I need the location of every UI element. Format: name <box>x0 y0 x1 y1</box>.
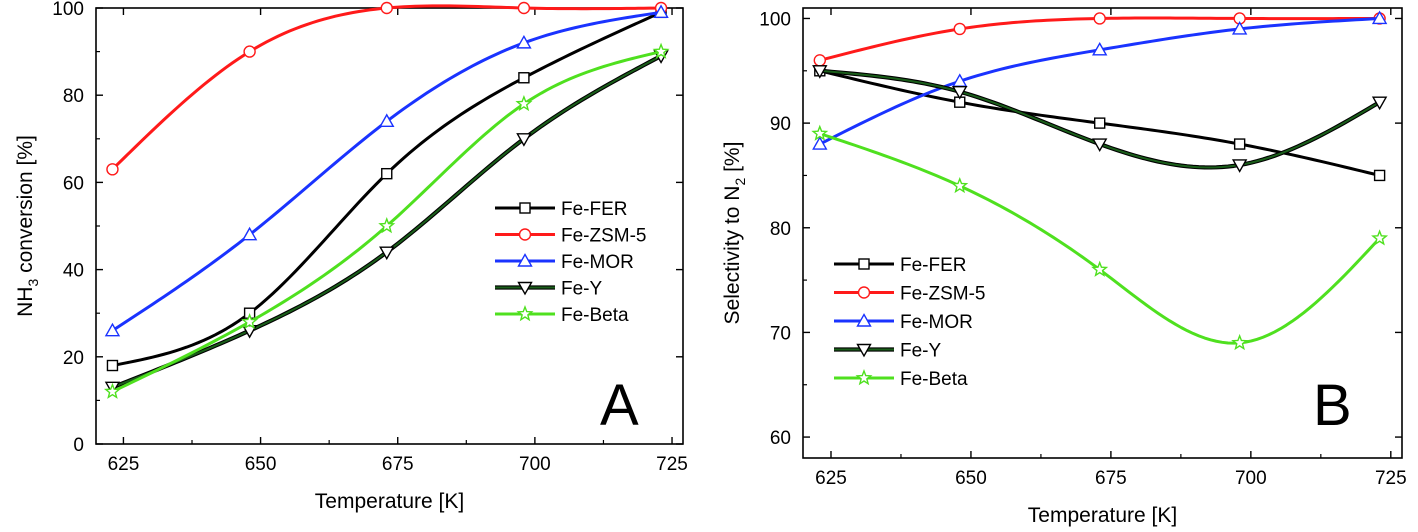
x-tick-label: 650 <box>245 454 277 475</box>
y-axis-title: NH3 conversion [%] <box>14 135 41 317</box>
legend-marker-fe-fer <box>858 258 870 270</box>
data-point-fe-beta <box>378 217 396 234</box>
data-point-fe-y <box>812 65 828 79</box>
y-axis-title-rest: [%] <box>721 142 744 178</box>
y-axis-title-main: Selectivity to N <box>721 186 744 325</box>
legend-label-fe-beta: Fe-Beta <box>900 369 968 390</box>
y-axis-title: Selectivity to N2 [%] <box>721 142 748 325</box>
data-point-fe-fer <box>1373 169 1386 182</box>
y-tick-label: 20 <box>63 348 84 369</box>
data-point-fe-beta <box>1371 229 1389 246</box>
legend-label-fe-zsm-5: Fe-ZSM-5 <box>561 226 647 247</box>
data-point-fe-mor <box>241 226 258 241</box>
y-tick-label: 70 <box>770 323 791 344</box>
data-point-fe-mor <box>653 4 669 19</box>
x-tick-label: 675 <box>382 454 414 475</box>
legend-marker-fe-mor <box>517 253 533 267</box>
y-axis-title-rest: conversion [%] <box>14 135 37 279</box>
legend-marker-fe-beta <box>855 369 873 386</box>
legend-marker-fe-y <box>517 281 533 296</box>
y-axis-title-sub: 3 <box>25 279 41 287</box>
x-tick-label: 700 <box>519 454 551 475</box>
data-point-fe-y <box>1371 96 1388 111</box>
data-point-fe-beta <box>951 176 969 194</box>
y-axis-title-main: NH <box>14 287 37 317</box>
data-point-fe-y <box>1231 159 1248 173</box>
data-point-fe-fer <box>1094 117 1106 129</box>
data-point-fe-y <box>379 246 395 261</box>
data-point-fe-mor <box>1371 10 1388 25</box>
data-point-fe-y <box>516 133 532 147</box>
data-point-fe-zsm-5 <box>953 22 966 36</box>
y-tick-label: 40 <box>63 261 84 282</box>
legend-marker-fe-zsm-5 <box>518 228 532 241</box>
legend-label-fe-beta: Fe-Beta <box>561 305 629 326</box>
legend-label-fe-mor: Fe-MOR <box>900 312 973 333</box>
data-point-fe-mor <box>516 34 532 49</box>
y-tick-label: 80 <box>63 86 84 107</box>
panel-label: B <box>1313 373 1352 438</box>
data-point-fe-zsm-5 <box>243 45 256 58</box>
x-tick-label: 625 <box>815 468 847 489</box>
data-point-fe-mor <box>812 136 828 150</box>
x-tick-label: 625 <box>108 454 140 475</box>
data-point-fe-beta <box>515 94 533 112</box>
legend-marker-fe-fer <box>519 202 531 214</box>
x-axis-title: Temperature [K] <box>1028 504 1177 527</box>
legend-label-fe-fer: Fe-FER <box>900 255 967 276</box>
legend-marker-fe-beta <box>516 305 534 322</box>
y-tick-label: 100 <box>52 0 84 20</box>
x-tick-label: 700 <box>1235 468 1267 489</box>
data-point-fe-zsm-5 <box>517 1 531 15</box>
x-tick-label: 675 <box>1095 468 1127 489</box>
data-point-fe-beta <box>652 42 670 59</box>
data-point-fe-zsm-5 <box>813 54 826 67</box>
y-tick-label: 100 <box>759 9 791 30</box>
data-point-fe-fer <box>1233 138 1246 150</box>
x-tick-label: 650 <box>955 468 987 489</box>
panel-a: 625 650 675 700 725 0 20 40 60 80 100 Temperature [… <box>14 0 688 513</box>
data-point-fe-zsm-5 <box>106 163 119 176</box>
data-point-fe-mor <box>104 322 121 337</box>
plot-frame <box>802 7 1403 459</box>
panel-b: 625 650 675 700 725 60 70 80 90 100 Temperature [K… <box>721 7 1407 527</box>
legend-marker-fe-mor <box>856 313 872 327</box>
y-axis-title-sub: 2 <box>732 178 748 186</box>
data-point-fe-beta <box>1231 333 1249 351</box>
y-tick-label: 60 <box>770 428 791 449</box>
legend-marker-fe-y <box>856 343 872 358</box>
data-point-fe-mor <box>379 113 395 128</box>
data-point-fe-y <box>952 86 968 100</box>
data-point-fe-fer <box>518 72 530 84</box>
legend-label-fe-y: Fe-Y <box>561 279 603 300</box>
x-axis-title: Temperature [K] <box>315 490 464 513</box>
y-tick-label: 80 <box>770 219 791 240</box>
legend-marker-fe-zsm-5 <box>857 286 871 299</box>
data-point-fe-fer <box>381 167 393 180</box>
legend-label-fe-zsm-5: Fe-ZSM-5 <box>900 284 986 305</box>
y-tick-label: 60 <box>63 173 84 194</box>
legend-label-fe-mor: Fe-MOR <box>561 252 634 273</box>
data-point-fe-beta <box>103 382 121 399</box>
data-point-fe-y <box>1092 138 1108 152</box>
y-tick-label: 90 <box>770 114 791 135</box>
data-point-fe-zsm-5 <box>1093 12 1106 25</box>
panel-label: A <box>600 373 639 438</box>
series-line-fe-zsm-5 <box>111 4 662 171</box>
data-point-fe-zsm-5 <box>380 1 393 15</box>
data-point-fe-fer <box>106 359 119 372</box>
legend-label-fe-fer: Fe-FER <box>561 199 628 220</box>
data-point-fe-beta <box>811 124 829 141</box>
data-point-fe-mor <box>1092 41 1108 56</box>
data-point-fe-beta <box>1091 260 1109 277</box>
data-point-fe-mor <box>1231 21 1248 35</box>
legend-label-fe-y: Fe-Y <box>900 341 942 362</box>
data-point-fe-beta <box>241 312 259 330</box>
x-tick-label: 725 <box>1375 468 1407 489</box>
x-tick-label: 725 <box>656 454 688 475</box>
y-tick-label: 0 <box>73 435 84 456</box>
